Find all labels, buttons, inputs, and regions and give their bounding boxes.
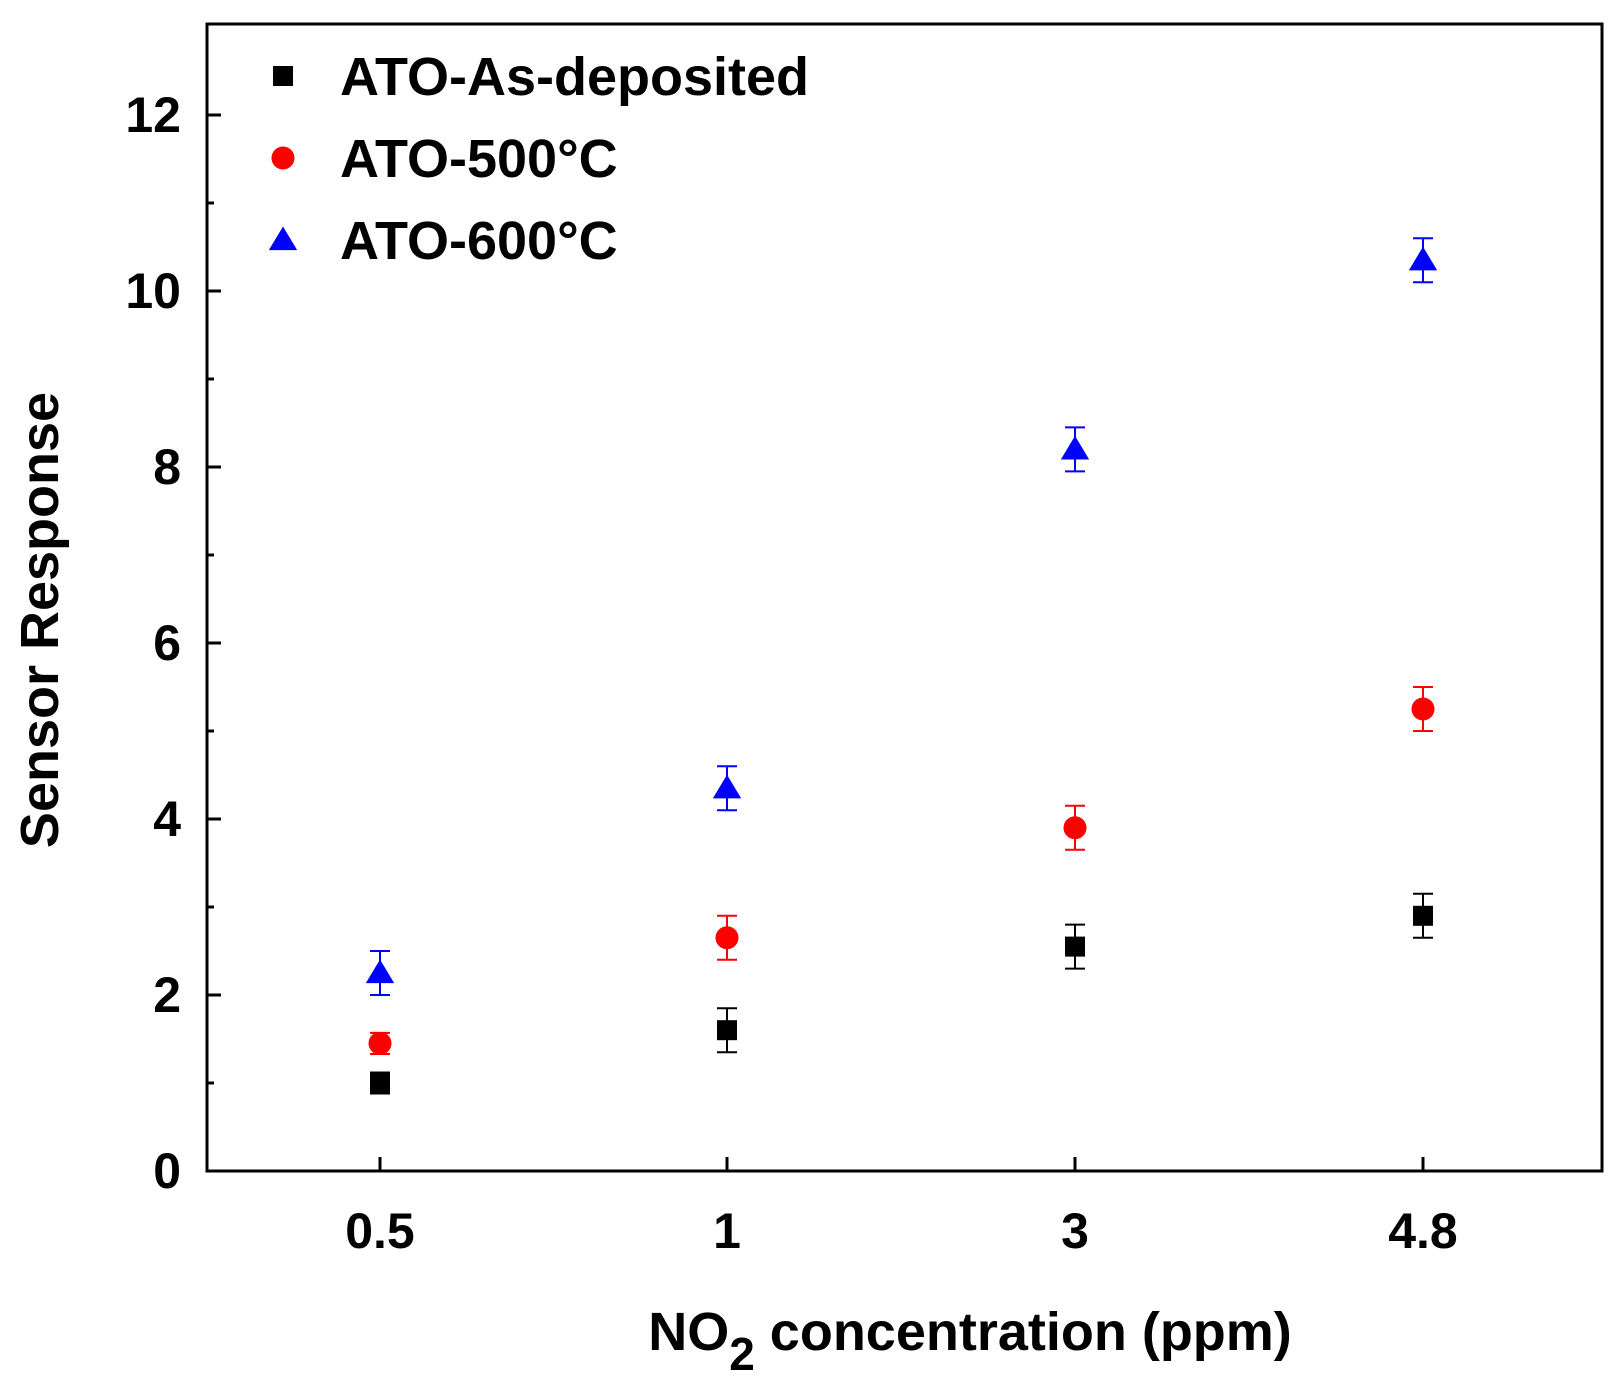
y-tick-label: 10 [125,263,181,319]
legend-marker [271,146,295,170]
x-axis-label: NO2 concentration (ppm) [648,1302,1292,1380]
legend-label: ATO-600°C [340,211,618,271]
x-tick-label: 0.5 [345,1203,415,1259]
data-point [368,1031,392,1055]
data-point [717,1020,737,1041]
data-point [365,959,395,984]
y-axis: 0 2 4 6 8 10 12 [125,87,221,1199]
x-axis-label-prefix: NO [648,1302,729,1362]
x-tick-label: 4.8 [1388,1203,1458,1259]
plot-frame [205,22,1604,1173]
legend-label: ATO-As-deposited [340,47,809,107]
x-axis-label-suffix: concentration (ppm) [755,1302,1292,1362]
y-axis-label: Sensor Response [10,392,70,848]
data-point [370,1073,390,1093]
y-tick-label: 2 [153,967,181,1023]
series-ato-as-deposited [370,892,1433,1095]
y-tick-label: 12 [125,87,181,143]
y-tick-label: 6 [153,615,181,671]
x-tick-label: 3 [1061,1203,1089,1259]
data-point [1411,697,1435,721]
x-axis: 0.5 1 3 4.8 [345,1157,1458,1259]
y-tick-label: 8 [153,439,181,495]
data-point [1063,816,1087,840]
x-tick-label: 1 [713,1203,741,1259]
data-point [1065,936,1085,957]
data-marks [365,237,1438,1095]
legend: ATO-As-deposited ATO-500°C ATO-600°C [268,47,809,271]
data-point [715,926,739,950]
data-point [1060,435,1090,460]
y-tick-label: 4 [153,791,181,847]
legend-marker [268,226,298,251]
series-ato-500-c [368,686,1435,1055]
data-point [712,774,742,799]
series-ato-600-c [365,237,1438,996]
y-tick-label: 0 [153,1143,181,1199]
x-axis-label-subscript: 2 [729,1328,755,1380]
data-point [1408,246,1438,271]
legend-marker [273,66,293,86]
legend-label: ATO-500°C [340,129,618,189]
data-point [1413,905,1433,926]
